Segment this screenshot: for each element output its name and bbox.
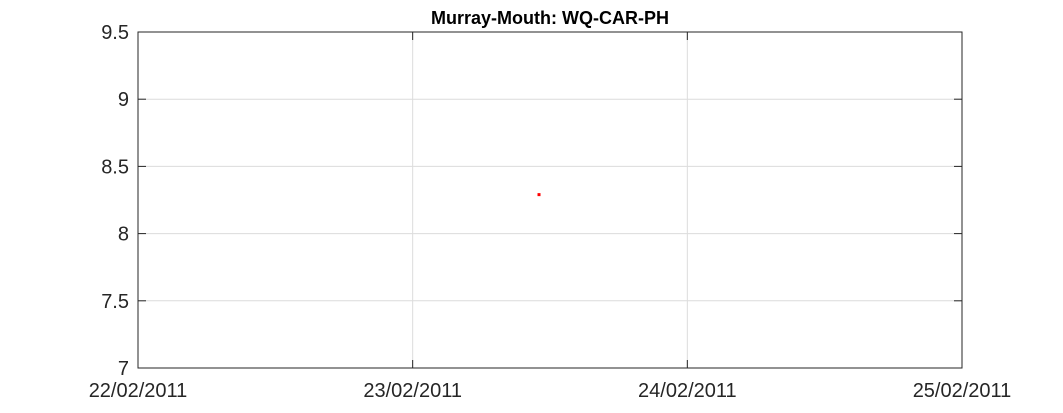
grid xyxy=(138,32,962,368)
y-tick-label: 7.5 xyxy=(101,291,129,313)
chart-title: Murray-Mouth: WQ-CAR-PH xyxy=(431,8,669,28)
x-axis-tick-labels: 22/02/2011 23/02/2011 24/02/2011 25/02/2011 xyxy=(89,380,1012,402)
x-tick-label: 23/02/2011 xyxy=(363,380,462,402)
axis-ticks xyxy=(137,31,963,369)
y-tick-label: 9.5 xyxy=(101,22,129,44)
data-points xyxy=(537,193,541,197)
plot-area xyxy=(137,31,963,369)
x-tick-label: 24/02/2011 xyxy=(638,380,737,402)
y-tick-label: 9 xyxy=(118,89,129,111)
y-tick-label: 8.5 xyxy=(101,156,129,178)
data-point xyxy=(537,193,541,197)
x-tick-label: 22/02/2011 xyxy=(89,380,188,402)
y-axis-tick-labels: 7 7.5 8 8.5 9 9.5 xyxy=(101,22,129,380)
y-tick-label: 8 xyxy=(118,224,129,246)
y-tick-label: 7 xyxy=(118,358,129,380)
x-tick-label: 25/02/2011 xyxy=(913,380,1012,402)
